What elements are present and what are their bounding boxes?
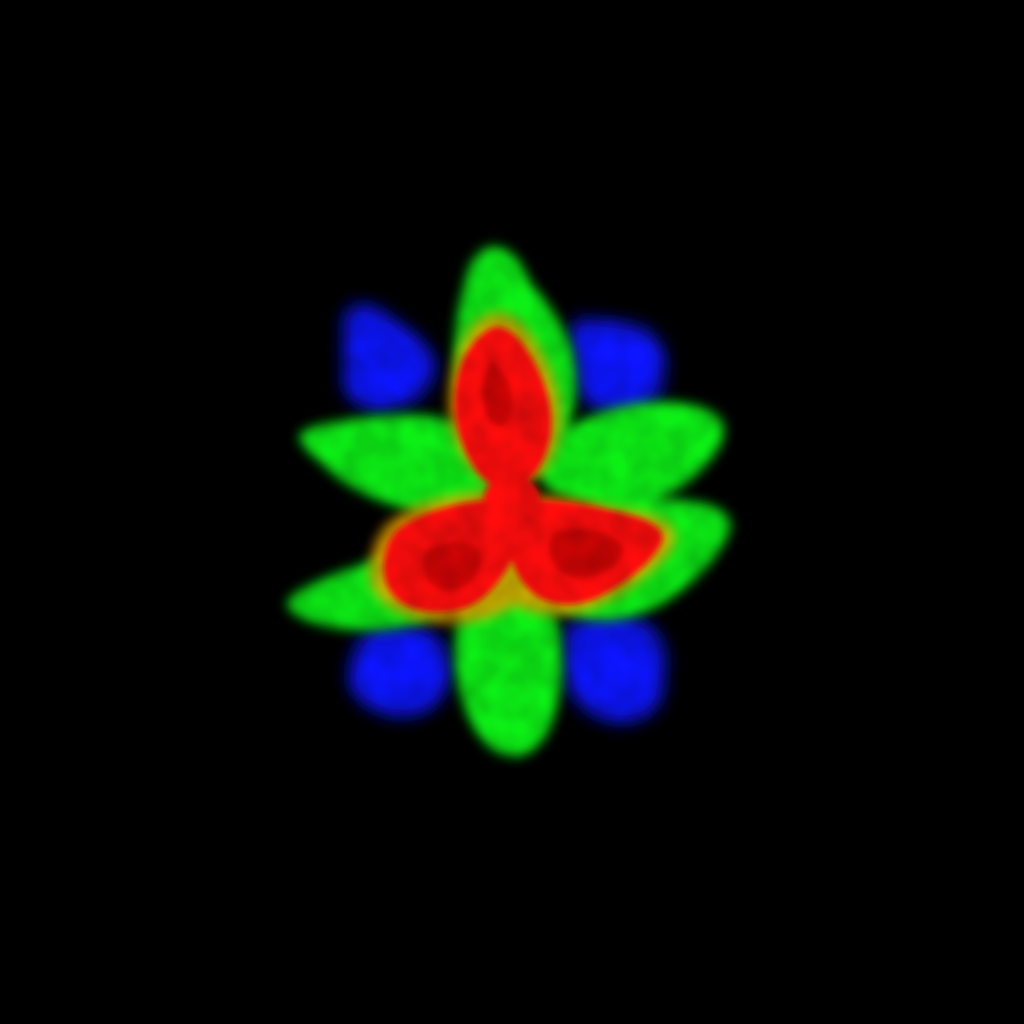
grain-overlay — [280, 240, 740, 770]
grain-rect — [280, 240, 740, 770]
